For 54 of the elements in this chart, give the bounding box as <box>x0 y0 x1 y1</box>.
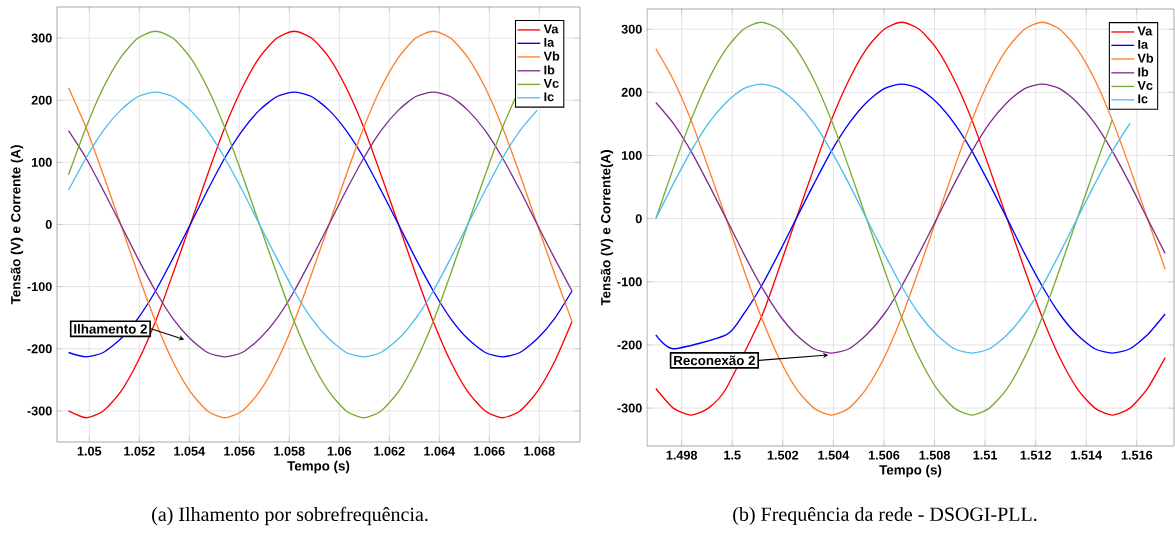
text: (b) Frequência da rede - DSOGI-PLL. <box>733 506 1037 526</box>
legend-label: Ib <box>544 65 555 75</box>
y-tick-label: 0 <box>635 214 642 224</box>
legend-label: Ia <box>1138 40 1149 49</box>
y-tick-label: 0 <box>45 220 52 229</box>
x-tick-label: 1.51 <box>973 450 998 460</box>
legend-label: Ic <box>544 92 554 102</box>
y-tick-label: 100 <box>31 157 52 167</box>
annotation: Ilhamento 2 <box>74 323 147 334</box>
y-tick-label: -200 <box>27 344 52 354</box>
legend-label: Vb <box>1137 53 1154 63</box>
y-axis-title: Tensão (V) e Corrente(A) <box>600 150 614 306</box>
x-tick-label: 1.068 <box>524 446 555 456</box>
x-tick-label: 1.056 <box>224 446 255 456</box>
y-tick-label: 200 <box>31 95 52 105</box>
x-tick-label: 1.504 <box>818 450 850 460</box>
y-tick-label: 200 <box>621 87 642 97</box>
x-tick-label: 1.512 <box>1020 450 1052 460</box>
legend-label: Vc <box>543 79 559 88</box>
x-axis-title: Tempo (s) <box>287 460 350 474</box>
x-tick-label: 1.052 <box>124 446 155 456</box>
x-tick-label: 1.062 <box>374 446 405 456</box>
x-tick-label: 1.514 <box>1071 450 1103 460</box>
y-tick-label: -300 <box>27 406 52 416</box>
legend-label: Ic <box>1138 94 1148 104</box>
x-tick-label: 1.058 <box>274 446 305 456</box>
x-tick-label: 1.502 <box>767 450 799 460</box>
y-tick-label: -200 <box>617 340 642 350</box>
legend-label: Va <box>543 24 559 34</box>
x-axis-title: Tempo (s) <box>879 464 942 478</box>
y-tick-label: -300 <box>617 403 642 413</box>
x-tick-label: 1.506 <box>868 450 900 460</box>
legend-label: Ib <box>1138 67 1149 77</box>
y-tick-label: -100 <box>617 277 642 287</box>
x-tick-label: 1.066 <box>474 446 505 456</box>
x-tick-label: 1.508 <box>919 450 950 460</box>
y-tick-label: 300 <box>621 24 642 34</box>
x-tick-label: 1.5 <box>724 450 741 460</box>
x-tick-label: 1.054 <box>174 446 206 456</box>
x-tick-label: 1.06 <box>327 446 352 456</box>
x-tick-label: 1.516 <box>1121 450 1153 460</box>
legend-label: Vb <box>543 51 560 61</box>
y-axis-title: Tensão (V) e Corrente (A) <box>10 145 24 305</box>
x-tick-label: 1.05 <box>77 446 102 456</box>
y-tick-label: -100 <box>27 282 52 292</box>
x-tick-label: 1.064 <box>424 446 456 456</box>
y-tick-label: 100 <box>621 151 642 160</box>
text: (a) Ilhamento por sobrefrequência. <box>152 506 428 526</box>
legend-label: Vc <box>1137 81 1153 90</box>
legend-label: Va <box>1137 26 1153 36</box>
annotation: Reconexão 2 <box>674 355 755 366</box>
y-tick-label: 300 <box>31 33 52 43</box>
x-tick-label: 1.498 <box>666 450 698 460</box>
legend-label: Ia <box>544 37 555 47</box>
